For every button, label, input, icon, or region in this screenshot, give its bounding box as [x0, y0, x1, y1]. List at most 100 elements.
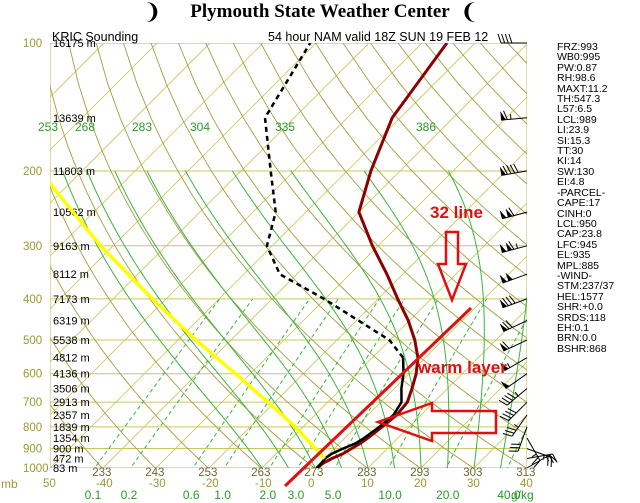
isotherm-line [50, 43, 211, 204]
wind-barb-icon [526, 453, 558, 464]
barb-half [513, 423, 519, 428]
moist-adiabat-line [447, 170, 485, 468]
barb-feather [504, 430, 515, 434]
stat-item: RH:98.6 [557, 72, 596, 85]
stat-item: CAPE:17 [557, 197, 601, 210]
mixing-ratio-line [445, 317, 527, 468]
barb-feather [504, 395, 513, 401]
dry-adiabat-line [0, 43, 57, 477]
theta-tick-label: 313 [516, 467, 535, 479]
barb-flag [500, 111, 506, 121]
barb-shaft [501, 245, 528, 254]
stat-item: KI:14 [557, 155, 582, 168]
barb-feather [506, 165, 512, 174]
series-layer [50, 43, 449, 468]
pressure-tick-label: 900 [23, 444, 42, 456]
dry-adiabat-line [50, 84, 315, 468]
height-label: 4812 m [53, 353, 90, 365]
mixing-ratio-line [93, 298, 221, 468]
barb-feather [533, 460, 541, 468]
barb-feather [501, 397, 511, 404]
barb-half [545, 456, 550, 462]
barb-feather [508, 33, 513, 44]
mixing-ratio-tick-label: 3.0 [288, 488, 305, 502]
stat-item: SW:130 [557, 165, 595, 178]
height-label: 13639 m [53, 113, 96, 125]
stat-item: -PARCEL- [557, 186, 606, 199]
isotherm-line [50, 43, 370, 363]
isotherm-line [102, 43, 527, 468]
moist-adiabat-line [231, 170, 395, 468]
moist-adiabat-line [290, 170, 422, 468]
moist-adiabat-line [363, 170, 450, 468]
mixing-ratio-tick-label: 5.0 [325, 488, 342, 502]
theta-e-tick-label: 253 [38, 120, 58, 134]
barb-flag [505, 208, 513, 218]
wind-barb-icon [499, 272, 528, 284]
mixing-ratio-tick-label: 40.0 [497, 488, 521, 502]
height-label: 6319 m [53, 316, 90, 328]
temperature-tick-label: 0 [308, 478, 314, 490]
wind-barb-icon [526, 454, 557, 469]
stat-item: BRN:0.0 [557, 332, 597, 345]
moist-adiabat-line [86, 170, 289, 468]
barb-shaft [506, 388, 528, 406]
stat-item: -WIND- [557, 269, 592, 282]
stat-item: LI:23.9 [557, 124, 590, 137]
pressure-tick-label: 800 [23, 422, 42, 434]
dry-adiabat-line [260, 43, 527, 339]
annotation-warm-layer: warm layer [418, 358, 507, 377]
wind-barb-icon [499, 339, 528, 352]
theta-e-tick-label: 268 [75, 120, 95, 134]
y-axis-unit: mb [1, 477, 18, 491]
barb-shaft [511, 414, 528, 437]
barb-shaft [526, 454, 550, 469]
stat-item: CAP:23.8 [557, 228, 602, 241]
wind-barb-icon [500, 373, 528, 390]
dry-adiabat-line [232, 43, 527, 371]
theta-tick-label: 253 [198, 467, 217, 479]
wind-barb-icon [498, 388, 528, 406]
dry-adiabat-line [150, 43, 527, 468]
pressure-tick-label: 1000 [23, 463, 49, 475]
stat-item: LCL:989 [557, 113, 597, 126]
mixing-ratio-tick-label: 20.0 [436, 488, 460, 502]
pressure-tick-label: 500 [23, 335, 42, 347]
theta-tick-label: 263 [251, 467, 270, 479]
barb-feather [507, 392, 516, 399]
barb-flag [499, 274, 507, 284]
temperature-tick-label: 10 [361, 478, 374, 490]
barb-feather [505, 410, 514, 416]
barb-feather [509, 164, 516, 174]
height-label: 8112 m [53, 269, 89, 281]
barb-flag [499, 243, 507, 253]
barb-flag [505, 242, 513, 251]
stat-item: EI:4.8 [557, 176, 585, 189]
annotation-arrows [283, 230, 498, 488]
barb-half [515, 243, 518, 249]
theta-tick-label: 273 [304, 467, 323, 479]
mixing-ratio-line [268, 298, 380, 468]
isotherm-line [50, 43, 158, 151]
barb-flag [505, 272, 513, 281]
barb-feather [502, 165, 508, 175]
barb-feather [502, 341, 510, 349]
stat-item: EH:0.1 [557, 321, 590, 334]
pressure-tick-label: 200 [23, 166, 42, 178]
barb-feather [502, 321, 510, 330]
height-label: 11803 m [53, 166, 95, 178]
theta-e-tick-label: 304 [190, 120, 210, 134]
temperature-tick-label: -40 [96, 478, 113, 490]
height-label: 900 m [53, 444, 84, 456]
barb-feather [507, 427, 517, 431]
dry-adiabat-line [68, 43, 368, 468]
mixing-ratio-tick-label: 0.2 [121, 488, 138, 502]
barb-feather [504, 33, 509, 44]
barb-flag [499, 323, 508, 332]
barb-feather [507, 408, 517, 414]
stat-item: LCL:950 [557, 217, 597, 230]
wind-barb-icon [499, 295, 528, 309]
temperature-tick-label: 40 [520, 478, 533, 490]
moist-adiabat-line [62, 170, 263, 468]
